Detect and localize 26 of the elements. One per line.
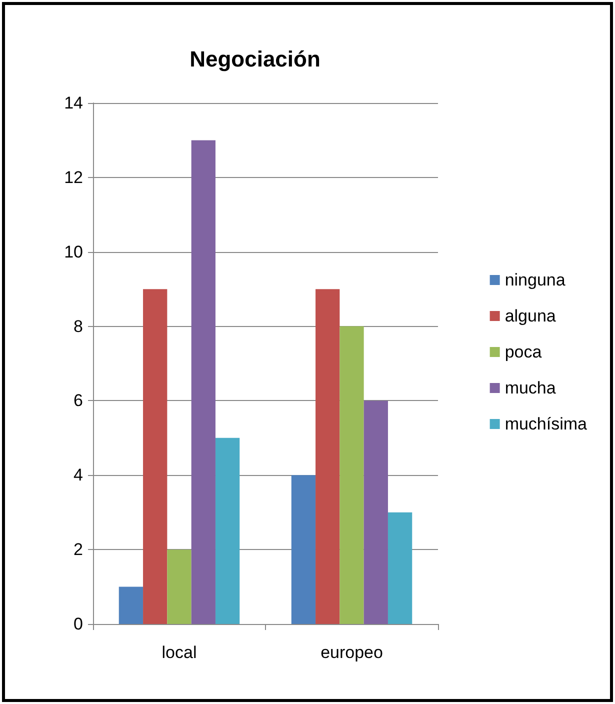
x-tick-label: europeo — [320, 643, 383, 662]
bar — [364, 400, 388, 624]
y-tick-label: 8 — [74, 316, 83, 336]
legend-label: alguna — [504, 306, 556, 326]
bar — [215, 438, 240, 624]
bar — [191, 140, 216, 624]
bar — [143, 289, 168, 624]
bar — [167, 550, 192, 624]
x-tick-label: local — [162, 643, 197, 662]
legend-label: muchísima — [504, 414, 588, 434]
bar — [118, 586, 144, 624]
chart-title: Negociación — [190, 46, 320, 72]
y-tick-label: 14 — [64, 94, 83, 112]
y-tick-label: 10 — [64, 242, 83, 262]
y-tick-label: 4 — [74, 466, 83, 485]
y-tick-label: 6 — [74, 391, 83, 410]
y-tick-label: 12 — [64, 168, 83, 187]
bar — [316, 289, 340, 624]
bar — [340, 326, 364, 624]
bar — [291, 475, 316, 624]
legend-label: ninguna — [504, 270, 566, 290]
y-tick-label: 0 — [74, 614, 83, 634]
legend-label: mucha — [504, 378, 556, 398]
y-tick-label: 2 — [74, 540, 83, 560]
bar — [388, 512, 412, 624]
legend-label: poca — [504, 342, 542, 362]
